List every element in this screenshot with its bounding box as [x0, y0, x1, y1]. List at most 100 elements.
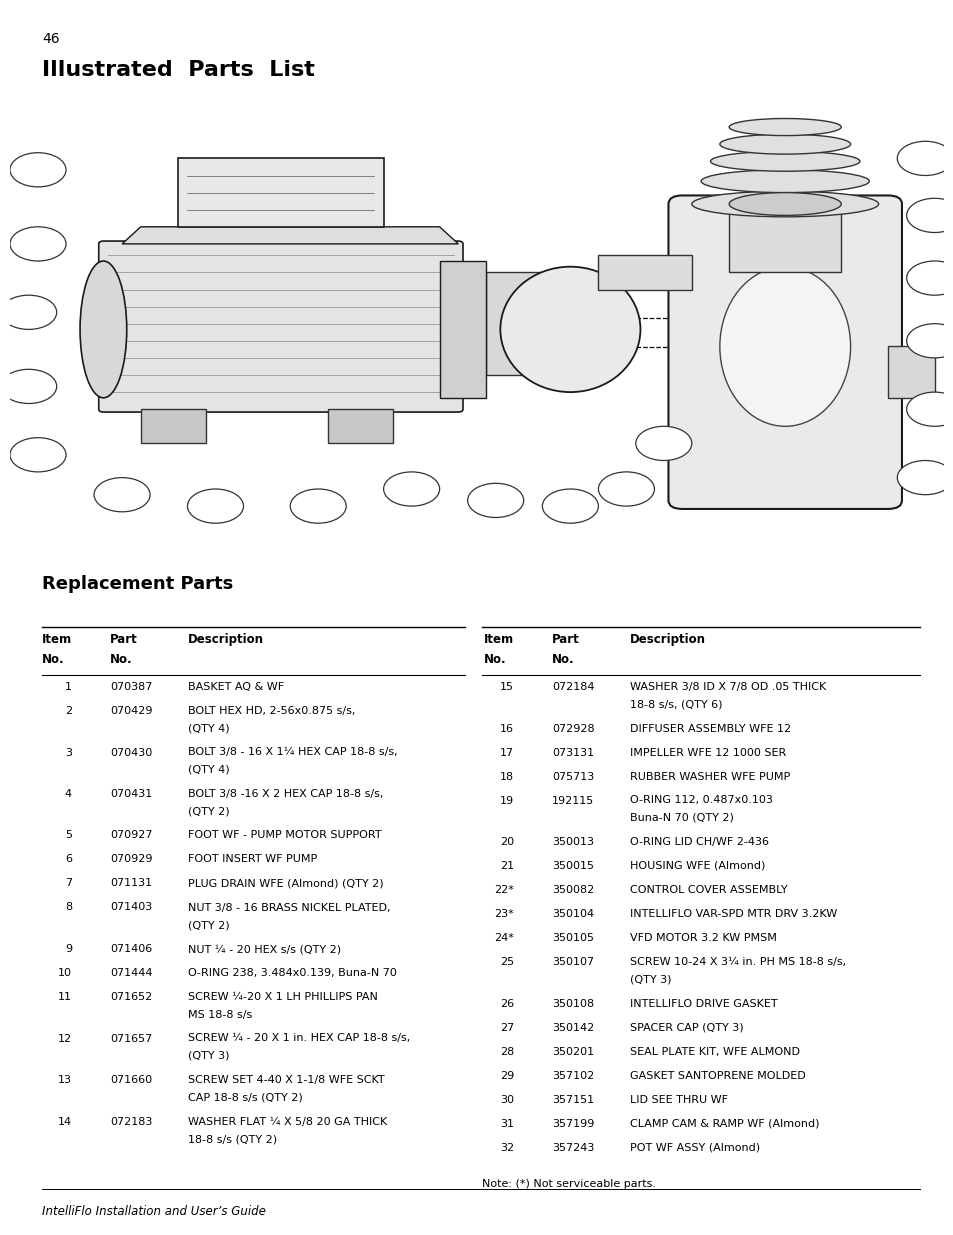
Polygon shape	[122, 227, 457, 243]
Circle shape	[467, 483, 523, 517]
Text: Description: Description	[188, 634, 264, 646]
Text: (QTY 2): (QTY 2)	[188, 806, 230, 816]
Text: 350142: 350142	[552, 1023, 594, 1032]
Text: 10: 10	[58, 968, 71, 978]
FancyBboxPatch shape	[98, 241, 462, 412]
Text: 31: 31	[499, 1119, 514, 1129]
Text: DIFFUSER ASSEMBLY WFE 12: DIFFUSER ASSEMBLY WFE 12	[629, 724, 790, 734]
Text: 8: 8	[65, 903, 71, 913]
Text: 071657: 071657	[110, 1034, 152, 1044]
Text: O-RING 238, 3.484x0.139, Buna-N 70: O-RING 238, 3.484x0.139, Buna-N 70	[188, 968, 396, 978]
Text: LID SEE THRU WF: LID SEE THRU WF	[629, 1094, 727, 1104]
Circle shape	[187, 489, 243, 524]
Text: NUT ¼ - 20 HEX s/s (QTY 2): NUT ¼ - 20 HEX s/s (QTY 2)	[188, 944, 341, 953]
Text: 072183: 072183	[110, 1116, 152, 1126]
Text: Part: Part	[110, 634, 137, 646]
FancyBboxPatch shape	[668, 195, 901, 509]
Bar	[486, 273, 542, 375]
Text: 15: 15	[499, 682, 514, 692]
Text: 072184: 072184	[552, 682, 594, 692]
Text: 18: 18	[499, 772, 514, 782]
Circle shape	[10, 227, 66, 261]
Text: FOOT INSERT WF PUMP: FOOT INSERT WF PUMP	[188, 855, 317, 864]
Text: 27: 27	[499, 1023, 514, 1032]
Text: 46: 46	[42, 32, 59, 46]
Text: O-RING LID CH/WF 2-436: O-RING LID CH/WF 2-436	[629, 837, 768, 847]
Text: 350082: 350082	[552, 885, 594, 895]
Circle shape	[1, 369, 56, 404]
Ellipse shape	[691, 191, 878, 217]
Ellipse shape	[728, 193, 841, 215]
Text: Item: Item	[483, 634, 514, 646]
Text: 4: 4	[65, 789, 71, 799]
Bar	[141, 409, 206, 443]
Text: 350105: 350105	[552, 932, 594, 944]
Text: (QTY 4): (QTY 4)	[188, 724, 230, 734]
Text: (QTY 2): (QTY 2)	[188, 920, 230, 930]
Text: 070927: 070927	[110, 830, 152, 841]
Text: BOLT 3/8 - 16 X 1¼ HEX CAP 18-8 s/s,: BOLT 3/8 - 16 X 1¼ HEX CAP 18-8 s/s,	[188, 747, 397, 757]
Text: CAP 18-8 s/s (QTY 2): CAP 18-8 s/s (QTY 2)	[188, 1093, 302, 1103]
Text: 11: 11	[58, 992, 71, 1002]
Text: 5: 5	[65, 830, 71, 841]
Text: 071406: 071406	[110, 944, 152, 953]
Text: 14: 14	[58, 1116, 71, 1126]
Text: 9: 9	[65, 944, 71, 953]
Text: HOUSING WFE (Almond): HOUSING WFE (Almond)	[629, 861, 764, 871]
Ellipse shape	[720, 267, 850, 426]
Text: 350108: 350108	[552, 999, 594, 1009]
Text: 6: 6	[65, 855, 71, 864]
Text: INTELLIFLO DRIVE GASKET: INTELLIFLO DRIVE GASKET	[629, 999, 777, 1009]
Text: No.: No.	[42, 653, 65, 666]
Text: 32: 32	[499, 1142, 514, 1152]
Text: 20: 20	[499, 837, 514, 847]
Circle shape	[905, 261, 953, 295]
Text: 071660: 071660	[110, 1074, 152, 1086]
Text: No.: No.	[552, 653, 574, 666]
Text: MS 18-8 s/s: MS 18-8 s/s	[188, 1009, 252, 1020]
Text: 7: 7	[65, 878, 71, 888]
Bar	[178, 158, 383, 227]
Text: 075713: 075713	[552, 772, 594, 782]
Text: 2: 2	[65, 706, 71, 716]
Text: GASKET SANTOPRENE MOLDED: GASKET SANTOPRENE MOLDED	[629, 1071, 805, 1081]
Text: 357151: 357151	[552, 1094, 594, 1104]
Text: 3: 3	[65, 747, 71, 757]
Bar	[439, 261, 486, 398]
Bar	[598, 256, 691, 289]
Text: BASKET AQ & WF: BASKET AQ & WF	[188, 682, 284, 692]
Text: 357243: 357243	[552, 1142, 594, 1152]
Text: 071652: 071652	[110, 992, 152, 1002]
Text: BOLT 3/8 -16 X 2 HEX CAP 18-8 s/s,: BOLT 3/8 -16 X 2 HEX CAP 18-8 s/s,	[188, 789, 383, 799]
Text: INTELLIFLO VAR-SPD MTR DRV 3.2KW: INTELLIFLO VAR-SPD MTR DRV 3.2KW	[629, 909, 837, 919]
Circle shape	[290, 489, 346, 524]
Text: NUT 3/8 - 16 BRASS NICKEL PLATED,: NUT 3/8 - 16 BRASS NICKEL PLATED,	[188, 903, 390, 913]
Text: 17: 17	[499, 747, 514, 757]
Ellipse shape	[728, 119, 841, 136]
Text: RUBBER WASHER WFE PUMP: RUBBER WASHER WFE PUMP	[629, 772, 789, 782]
Text: 071131: 071131	[110, 878, 152, 888]
Text: SCREW ¼-20 X 1 LH PHILLIPS PAN: SCREW ¼-20 X 1 LH PHILLIPS PAN	[188, 992, 377, 1002]
Text: 070429: 070429	[110, 706, 152, 716]
Text: 070431: 070431	[110, 789, 152, 799]
Text: 350107: 350107	[552, 957, 594, 967]
Text: SCREW SET 4-40 X 1-1/8 WFE SCKT: SCREW SET 4-40 X 1-1/8 WFE SCKT	[188, 1074, 384, 1086]
Text: 1: 1	[65, 682, 71, 692]
Ellipse shape	[499, 267, 639, 391]
Circle shape	[1, 295, 56, 330]
Bar	[327, 409, 393, 443]
Circle shape	[10, 153, 66, 186]
Text: (QTY 3): (QTY 3)	[629, 974, 671, 984]
Circle shape	[598, 472, 654, 506]
Text: Illustrated  Parts  List: Illustrated Parts List	[42, 61, 314, 80]
Circle shape	[897, 141, 952, 175]
Text: 30: 30	[499, 1094, 514, 1104]
Ellipse shape	[720, 135, 850, 154]
Text: 071403: 071403	[110, 903, 152, 913]
Circle shape	[905, 391, 953, 426]
Text: 070929: 070929	[110, 855, 152, 864]
Text: (QTY 3): (QTY 3)	[188, 1051, 230, 1061]
Text: 072928: 072928	[552, 724, 594, 734]
Text: PLUG DRAIN WFE (Almond) (QTY 2): PLUG DRAIN WFE (Almond) (QTY 2)	[188, 878, 383, 888]
Text: 350201: 350201	[552, 1046, 594, 1056]
